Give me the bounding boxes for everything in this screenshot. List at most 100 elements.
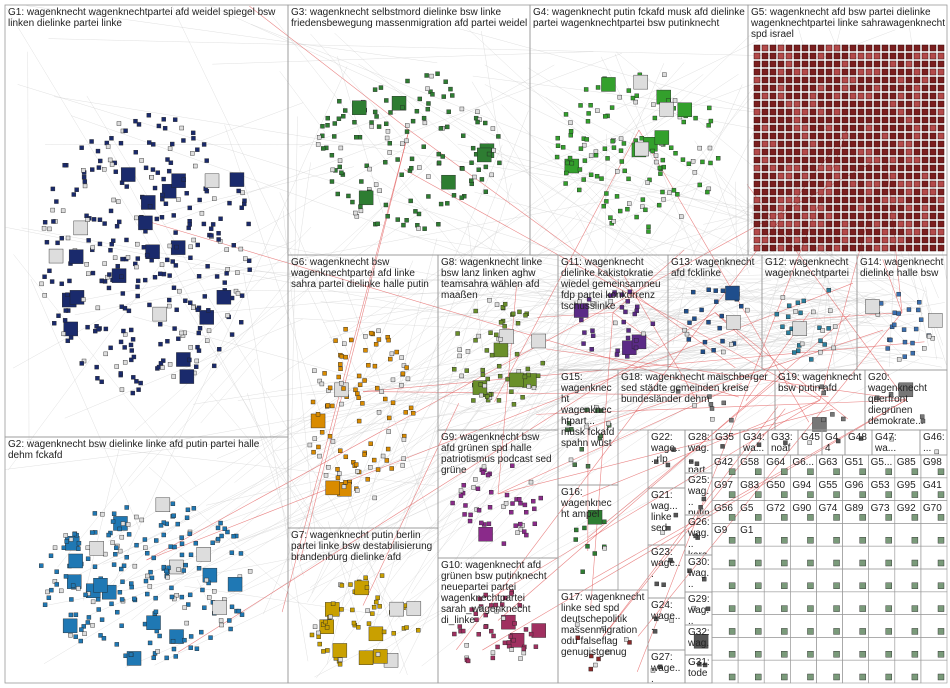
node	[841, 148, 849, 156]
node	[865, 164, 873, 172]
node	[781, 673, 788, 681]
node	[555, 135, 560, 141]
node	[857, 212, 865, 220]
node	[196, 330, 201, 336]
node	[708, 118, 714, 124]
edge	[146, 220, 739, 398]
node	[143, 545, 148, 550]
node	[669, 618, 674, 623]
node	[809, 116, 817, 124]
node	[753, 124, 761, 132]
node	[62, 162, 67, 168]
node	[224, 271, 229, 276]
group-label: G97	[714, 479, 733, 491]
node	[833, 76, 841, 84]
node	[818, 350, 823, 355]
node	[913, 132, 921, 140]
node	[820, 328, 825, 333]
node	[777, 92, 785, 100]
node	[833, 52, 841, 60]
node	[128, 652, 134, 657]
node	[777, 228, 785, 236]
node	[755, 468, 762, 475]
node	[849, 108, 857, 116]
node	[191, 305, 196, 310]
node	[873, 164, 881, 172]
node	[517, 603, 522, 608]
node	[753, 140, 761, 148]
node	[807, 605, 814, 612]
group-label: G63	[818, 457, 838, 468]
node	[89, 530, 95, 535]
node	[801, 188, 809, 196]
node	[841, 236, 849, 244]
node	[86, 271, 91, 276]
node	[825, 220, 833, 228]
node	[117, 219, 122, 225]
group-label: G70	[922, 502, 942, 514]
node	[640, 204, 645, 209]
node	[921, 196, 929, 204]
node	[833, 116, 841, 124]
node	[817, 108, 825, 116]
node	[801, 180, 809, 188]
node	[897, 236, 905, 244]
edge	[772, 18, 789, 166]
node	[372, 495, 377, 501]
node	[833, 164, 841, 172]
node	[151, 555, 156, 561]
node	[215, 525, 221, 531]
node	[139, 517, 145, 523]
node	[161, 358, 166, 363]
node	[929, 92, 937, 100]
node	[865, 140, 873, 148]
node	[881, 172, 889, 180]
node	[785, 60, 793, 68]
node	[83, 592, 88, 598]
node	[889, 228, 897, 236]
edge	[182, 207, 428, 374]
node	[857, 60, 865, 68]
node	[937, 673, 945, 681]
node	[809, 140, 817, 148]
group-label: G41	[922, 479, 942, 491]
node	[652, 115, 658, 121]
node	[937, 537, 945, 544]
node	[873, 116, 881, 124]
edge	[17, 84, 609, 267]
node	[859, 673, 866, 681]
node	[210, 540, 215, 546]
node	[441, 174, 456, 190]
node	[147, 640, 153, 646]
edge	[476, 132, 656, 320]
node	[426, 174, 431, 179]
edge	[719, 174, 903, 355]
node	[785, 108, 793, 116]
node	[187, 357, 192, 363]
node	[76, 540, 82, 546]
node	[819, 384, 824, 390]
node	[873, 236, 881, 244]
node	[841, 140, 849, 148]
node	[705, 606, 711, 612]
node	[841, 100, 849, 108]
node	[194, 364, 199, 369]
group-label: G72	[766, 502, 786, 514]
node	[841, 244, 849, 252]
node	[316, 634, 321, 639]
node	[761, 164, 769, 172]
node	[777, 220, 785, 228]
node	[777, 188, 785, 196]
node	[825, 124, 833, 132]
node	[165, 574, 170, 580]
node	[865, 124, 873, 132]
group-label: G35	[715, 432, 734, 443]
node	[81, 358, 87, 364]
node	[753, 148, 761, 156]
node	[700, 159, 705, 165]
node	[103, 351, 108, 357]
node	[769, 116, 777, 124]
node	[684, 331, 690, 337]
node	[913, 84, 921, 92]
node	[881, 244, 889, 252]
